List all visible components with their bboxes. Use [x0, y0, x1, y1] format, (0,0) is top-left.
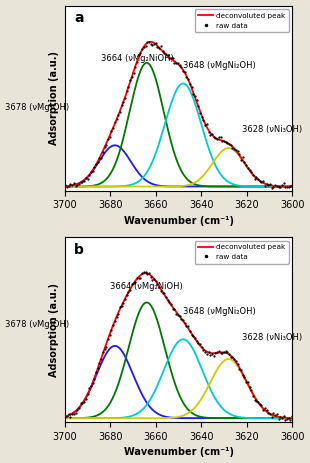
Y-axis label: Adsorption (a.u.): Adsorption (a.u.) [49, 282, 59, 376]
Text: a: a [74, 11, 83, 25]
Legend: deconvoluted peak, raw data: deconvoluted peak, raw data [195, 9, 289, 32]
Text: b: b [74, 243, 84, 257]
Text: 3678 (νMg₃OH): 3678 (νMg₃OH) [5, 103, 69, 113]
Legend: deconvoluted peak, raw data: deconvoluted peak, raw data [195, 241, 289, 263]
Text: 3628 (νNi₃OH): 3628 (νNi₃OH) [242, 333, 302, 342]
Text: 3648 (νMgNi₂OH): 3648 (νMgNi₂OH) [183, 307, 256, 316]
Text: 3678 (νMg₃OH): 3678 (νMg₃OH) [5, 320, 69, 329]
Y-axis label: Adsorption (a.u.): Adsorption (a.u.) [49, 51, 59, 145]
X-axis label: Wavenumber (cm⁻¹): Wavenumber (cm⁻¹) [123, 447, 233, 457]
Text: 3648 (νMgNi₂OH): 3648 (νMgNi₂OH) [183, 61, 256, 70]
X-axis label: Wavenumber (cm⁻¹): Wavenumber (cm⁻¹) [123, 216, 233, 226]
Text: 3628 (νNi₃OH): 3628 (νNi₃OH) [242, 125, 302, 134]
Text: 3664 (νMg₂NiOH): 3664 (νMg₂NiOH) [101, 54, 174, 63]
Text: 3664 (νMg₂NiOH): 3664 (νMg₂NiOH) [110, 282, 183, 291]
